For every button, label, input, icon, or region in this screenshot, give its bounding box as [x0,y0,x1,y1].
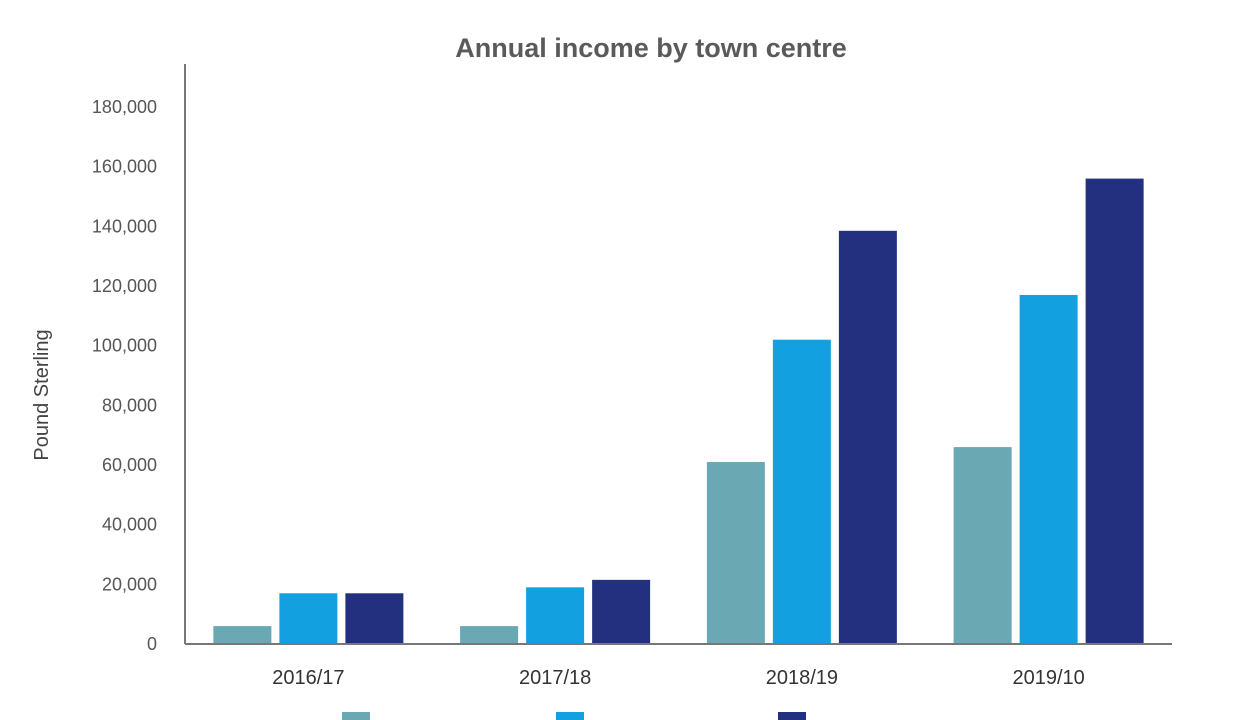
bar [706,462,765,644]
legend-swatch [556,712,584,720]
y-tick-labels: 0 20,000 40,000 60,000 80,000 100,000 120,000 1… [92,97,157,654]
legend-swatch [778,712,806,720]
x-tick-label: 2016/17 [272,667,344,689]
y-tick-label: 180,000 [92,97,157,117]
y-tick-label: 80,000 [102,395,157,415]
y-tick-label: 60,000 [102,455,157,475]
bar [1085,178,1144,644]
y-tick-label: 20,000 [102,574,157,594]
x-tick-label: 2017/18 [519,667,591,689]
y-tick-label: 140,000 [92,216,157,236]
y-tick-label: 120,000 [92,276,157,296]
y-tick-label: 40,000 [102,515,157,535]
bar [279,593,338,644]
bar [772,339,831,644]
y-axis-label: Pound Sterling [31,329,53,460]
bar [213,626,272,644]
bar [345,593,404,644]
bar [460,626,519,644]
legend-swatch [342,712,370,720]
bar [1019,294,1078,644]
y-tick-label: 100,000 [92,336,157,356]
y-tick-label: 160,000 [92,157,157,177]
bar [592,579,651,644]
bar [526,587,585,644]
chart-title: Annual income by town centre [455,33,847,63]
bar [838,230,897,644]
x-tick-labels: 2016/17 2017/18 2018/19 2019/10 [272,667,1085,689]
y-tick-label: 0 [147,634,157,654]
x-tick-label: 2018/19 [766,667,838,689]
legend [342,712,806,720]
x-tick-label: 2019/10 [1012,667,1084,689]
bar [953,447,1012,644]
bars [213,178,1144,644]
